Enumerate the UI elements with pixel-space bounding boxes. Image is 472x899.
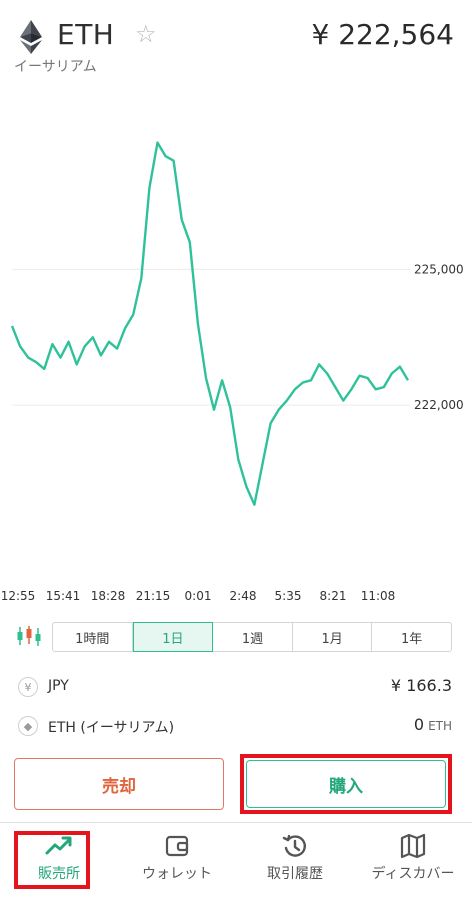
sell-button[interactable]: 売却 [14,758,224,810]
y-tick-label: 222,000 [414,398,464,412]
range-tab-1m[interactable]: 1月 [293,623,373,651]
nav-label: 取引履歴 [267,866,323,882]
history-icon [282,834,306,857]
x-tick-label: 15:41 [46,589,81,603]
range-selector: 1時間 1日 1週 1月 1年 [0,618,472,656]
y-tick-label: 225,000 [414,262,464,276]
nav-label: ウォレット [142,866,212,882]
ethereum-coin-icon: ◆ [18,716,38,736]
balance-label: ETH (イーサリアム) [48,720,175,736]
balance-row-jpy: ¥ JPY ¥ 166.3 [0,671,472,705]
range-tab-1w[interactable]: 1週 [213,623,293,651]
price-series-line [10,141,410,506]
range-tab-1d[interactable]: 1日 [132,622,214,652]
x-tick-label: 8:21 [320,589,347,603]
balance-row-eth: ◆ ETH (イーサリアム) 0 ETH [0,710,472,744]
x-tick-label: 0:01 [185,589,212,603]
x-tick-label: 12:55 [1,589,36,603]
star-outline-icon[interactable]: ☆ [135,20,157,48]
balance-value: ¥ 166.3 [391,676,452,695]
balance-label: JPY [48,678,69,694]
buy-button-highlight [240,754,452,814]
nav-label: 販売所 [38,866,80,882]
balance-unit: ETH [428,719,452,733]
nav-item-exchange[interactable]: 販売所 [0,823,118,899]
ethereum-logo-icon [20,20,42,54]
price-chart[interactable]: 225,000 222,000 12:55 15:41 18:28 21:15 0:01 2:… [0,80,472,612]
bottom-nav: 販売所 ウォレット 取引履歴 ディスカバー [0,822,472,898]
balance-amount: ¥ 166.3 [390,676,452,695]
nav-item-discover[interactable]: ディスカバー [354,823,472,899]
x-tick-label: 21:15 [136,589,171,603]
yen-coin-icon: ¥ [18,677,38,697]
wallet-icon [165,835,189,857]
trending-up-icon [45,836,72,855]
nav-item-history[interactable]: 取引履歴 [236,823,354,899]
buy-button[interactable]: 購入 [246,760,446,808]
nav-item-wallet[interactable]: ウォレット [118,823,236,899]
x-tick-label: 11:08 [361,589,396,603]
coin-name: イーサリアム [14,59,97,75]
balance-value: 0 ETH [414,715,452,734]
price-chart-svg: 225,000 222,000 12:55 15:41 18:28 21:15 0:01 2:… [1,141,464,603]
x-tick-label: 5:35 [275,589,302,603]
range-tab-1h[interactable]: 1時間 [53,623,133,651]
candlestick-icon[interactable] [16,625,42,647]
map-icon [400,833,426,859]
x-tick-label: 2:48 [230,589,257,603]
balance-amount: 0 [413,715,425,734]
range-tabs: 1時間 1日 1週 1月 1年 [52,622,452,652]
header: ETH ☆ イーサリアム ¥ 222,564 [0,0,472,80]
current-price: ¥ 222,564 [311,18,454,51]
nav-label: ディスカバー [371,866,455,882]
range-tab-1y[interactable]: 1年 [401,631,423,647]
x-tick-label: 18:28 [91,589,126,603]
coin-symbol: ETH [57,18,115,51]
